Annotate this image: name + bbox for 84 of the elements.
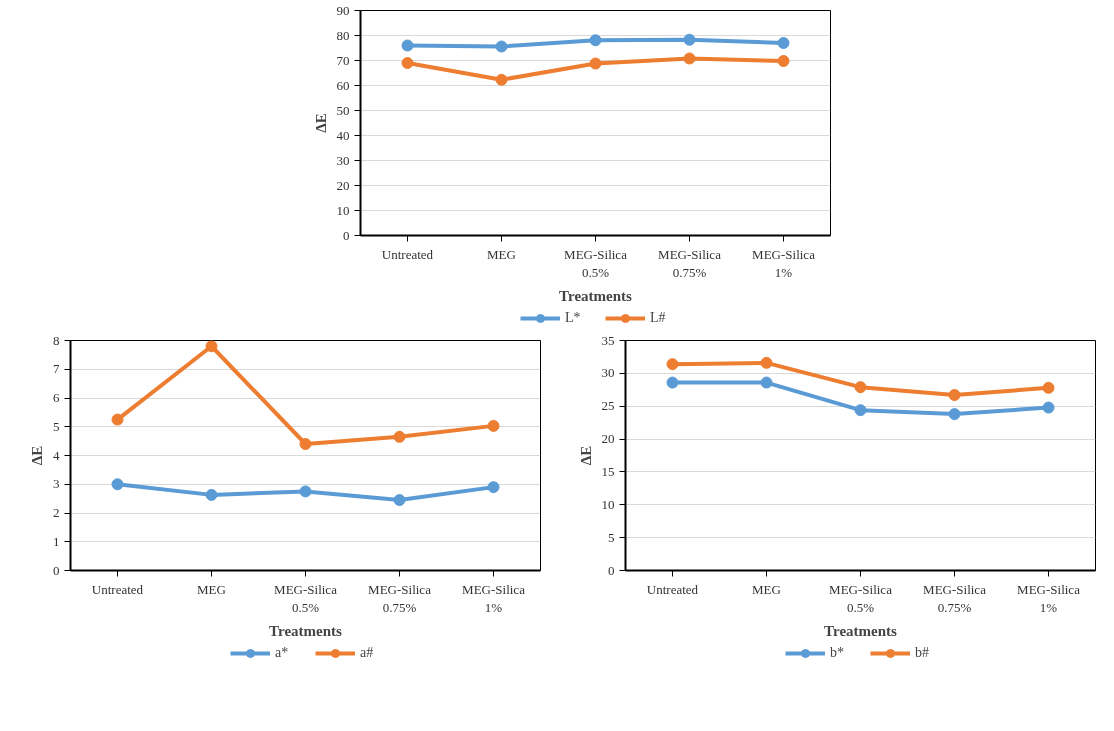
- point: [299, 485, 312, 498]
- y-tick-label: 0: [53, 562, 60, 578]
- point: [495, 40, 508, 53]
- y-tick-label: 2: [53, 505, 60, 520]
- x-tick-label: MEG-Silica 0.75%: [658, 246, 722, 280]
- y-tick-label: 6: [53, 390, 60, 405]
- y-tick-label: 40: [336, 127, 350, 143]
- point: [854, 381, 867, 394]
- legend-label: b#: [915, 645, 930, 661]
- point: [589, 34, 602, 47]
- y-tick-label: 10: [601, 496, 615, 512]
- x-tick-label: MEG-Silica 0.5%: [564, 246, 628, 280]
- y-tick-label: 20: [601, 431, 615, 447]
- point: [111, 413, 124, 426]
- point: [205, 488, 218, 501]
- y-tick-label: 0: [608, 562, 615, 578]
- point: [1042, 381, 1055, 394]
- point: [393, 430, 406, 443]
- point: [948, 408, 961, 421]
- x-tick-label: MEG-Silica 1%: [752, 246, 816, 280]
- point: [666, 376, 679, 389]
- x-axis-title: Treatments: [559, 287, 633, 304]
- legend-label: b*: [830, 645, 845, 661]
- y-tick-label: 70: [336, 52, 350, 68]
- point: [666, 358, 679, 371]
- y-tick-label: 80: [336, 27, 350, 43]
- x-tick-label: MEG-Silica 0.5%: [829, 581, 893, 615]
- legend-label: a#: [360, 645, 375, 661]
- point: [393, 494, 406, 507]
- x-tick-label: Untreated: [646, 581, 699, 597]
- y-tick-label: 10: [336, 202, 350, 218]
- point: [683, 33, 696, 46]
- y-tick-label: 15: [601, 463, 615, 479]
- point: [111, 478, 124, 491]
- y-tick-label: 1: [53, 533, 60, 549]
- x-tick-label: MEG-Silica 0.75%: [923, 581, 987, 615]
- y-tick-label: 8: [53, 332, 60, 348]
- point: [495, 73, 508, 86]
- y-tick-label: 3: [53, 476, 60, 492]
- point: [760, 376, 773, 389]
- y-axis-title: ΔE: [577, 445, 594, 466]
- point: [760, 356, 773, 369]
- y-axis-title: ΔE: [29, 445, 45, 466]
- point: [683, 52, 696, 65]
- point: [401, 57, 414, 69]
- y-tick-label: 50: [336, 102, 350, 118]
- legend-label: L#: [650, 310, 667, 326]
- y-tick-label: 25: [601, 398, 615, 414]
- y-tick-label: 30: [601, 365, 615, 381]
- x-tick-label: Untreated: [381, 246, 434, 262]
- y-tick-label: 90: [336, 2, 350, 18]
- point: [777, 37, 790, 49]
- point: [948, 389, 961, 402]
- legend-label: L*: [565, 310, 582, 326]
- point: [205, 340, 218, 353]
- x-axis-title: Treatments: [824, 622, 898, 639]
- legend-label: a*: [275, 645, 290, 661]
- y-tick-label: 0: [343, 227, 350, 243]
- point: [487, 481, 500, 494]
- point: [299, 438, 312, 450]
- point: [589, 57, 602, 70]
- x-tick-label: MEG-Silica 1%: [1017, 581, 1081, 615]
- y-tick-label: 5: [53, 418, 60, 434]
- x-tick-label: MEG-Silica 0.75%: [368, 581, 432, 615]
- y-tick-label: 4: [53, 447, 60, 463]
- y-tick-label: 7: [53, 361, 60, 377]
- y-tick-label: 60: [336, 77, 350, 93]
- point: [401, 39, 414, 52]
- x-tick-label: MEG-Silica 0.5%: [274, 581, 338, 615]
- y-tick-label: 5: [608, 529, 615, 545]
- y-tick-label: 20: [336, 177, 350, 193]
- y-axis-title: ΔE: [312, 113, 329, 133]
- y-tick-label: 35: [601, 332, 615, 348]
- point: [1042, 401, 1055, 414]
- x-tick-label: MEG: [197, 581, 226, 597]
- x-tick-label: Untreated: [91, 581, 144, 597]
- x-tick-label: MEG: [487, 246, 516, 262]
- point: [777, 55, 790, 67]
- point: [487, 419, 500, 432]
- x-axis-title: Treatments: [269, 622, 343, 639]
- point: [854, 404, 867, 417]
- x-tick-label: MEG: [752, 581, 781, 597]
- y-tick-label: 30: [336, 152, 350, 168]
- x-tick-label: MEG-Silica 1%: [462, 581, 526, 615]
